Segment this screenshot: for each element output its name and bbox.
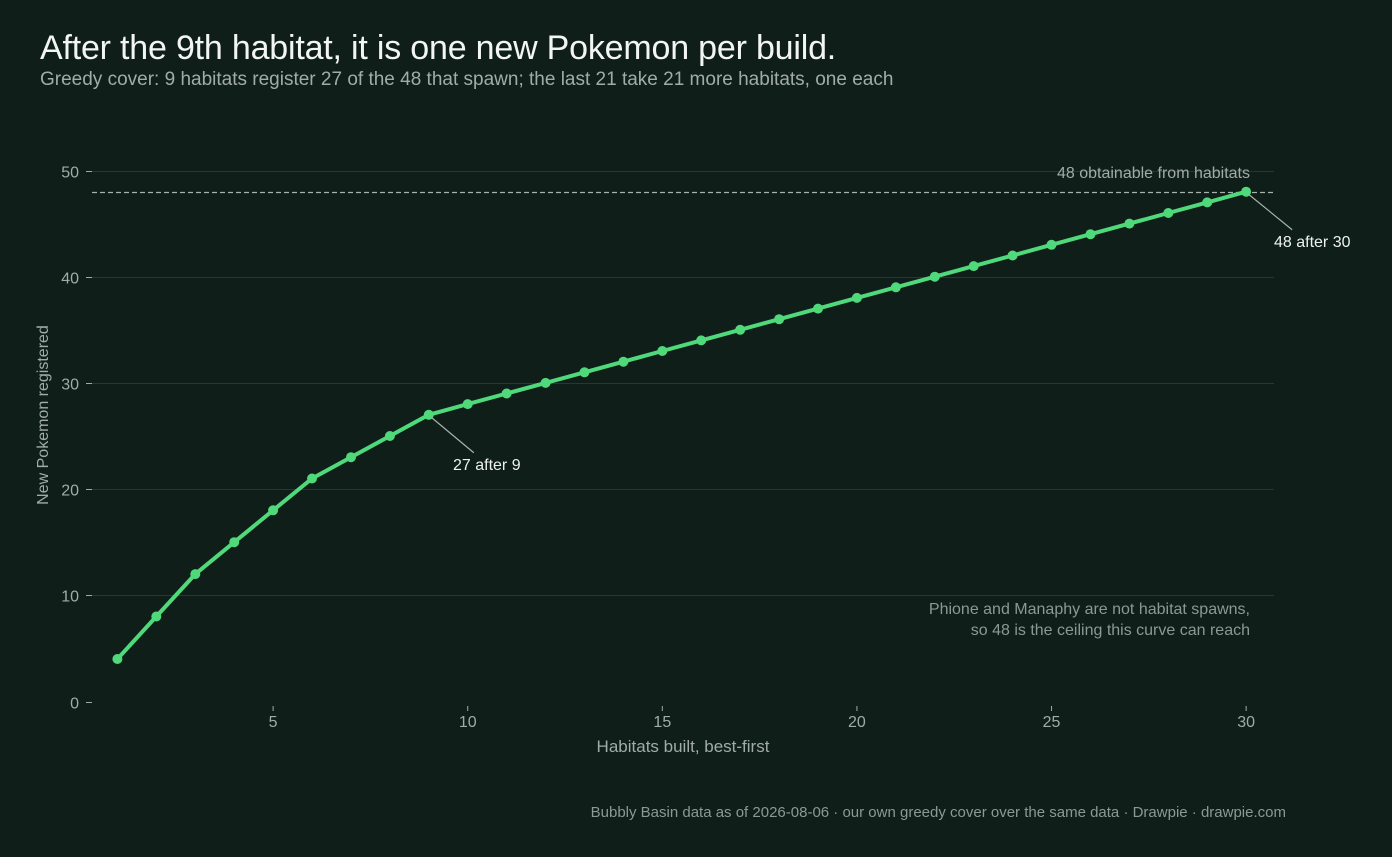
data-point [929,271,940,282]
x-tick-label: 5 [269,714,278,731]
footer-source: Bubbly Basin data as of 2026-08-06 · our… [590,804,1286,821]
y-axis-label: New Pokemon registered [35,325,52,505]
data-point [1007,250,1018,261]
x-tick-label: 25 [1043,714,1061,731]
data-point [384,431,395,441]
gridlines [88,171,1274,596]
data-point [540,377,551,388]
data-point [579,367,590,378]
data-point [735,324,746,335]
data-point [1241,186,1252,197]
data-point [346,452,356,463]
data-point [190,569,201,580]
y-tick-label: 0 [70,696,79,713]
series [112,186,1252,664]
reference-line-label: 48 obtainable from habitats [1057,165,1250,182]
data-point [151,611,162,622]
chart-subtitle: Greedy cover: 9 habitats register 27 of … [40,69,894,90]
callout-leader [1248,194,1293,231]
ceiling-note: Phione and Manaphy are not habitat spawn… [929,601,1250,618]
data-point [696,335,707,346]
x-tick-label: 15 [653,714,671,731]
data-point [229,537,240,548]
data-point [890,282,901,293]
data-point [1046,239,1057,250]
series-line [115,189,1249,661]
callout-label: 48 after 30 [1274,234,1351,251]
data-point [618,356,629,367]
data-point [657,346,668,356]
data-point [462,399,473,410]
axes: 0 10 20 30 40 50 5 10 15 20 25 30 Habitats built, be… [35,165,1255,757]
data-point [423,409,434,420]
data-point [268,505,279,516]
callout-leader [431,417,475,454]
data-point [851,292,862,303]
annotations: 27 after 9 48 after 30 Phione and Manaphy … [431,194,1351,639]
y-tick-label: 50 [61,165,79,182]
callout-label: 27 after 9 [453,457,521,474]
y-tick-label: 20 [61,483,79,500]
x-tick-label: 30 [1237,714,1255,731]
data-point [501,388,512,399]
ceiling-note: so 48 is the ceiling this curve can reac… [971,622,1250,639]
x-tick-label: 10 [459,714,477,731]
data-point [1085,229,1096,240]
data-point [774,314,785,325]
x-tick-label: 20 [848,714,866,731]
data-point [813,303,823,314]
data-point [1124,218,1135,229]
y-tick-label: 30 [61,377,79,394]
chart-title: After the 9th habitat, it is one new Pok… [40,29,837,67]
data-point [1202,197,1213,208]
data-point [1163,208,1174,218]
y-tick-label: 40 [61,271,79,288]
data-point [112,654,123,664]
y-tick-label: 10 [61,589,79,606]
data-point [968,261,979,272]
x-axis-label: Habitats built, best-first [597,737,770,756]
data-point [307,473,317,484]
reference-line-group: 48 obtainable from habitats [92,165,1274,194]
